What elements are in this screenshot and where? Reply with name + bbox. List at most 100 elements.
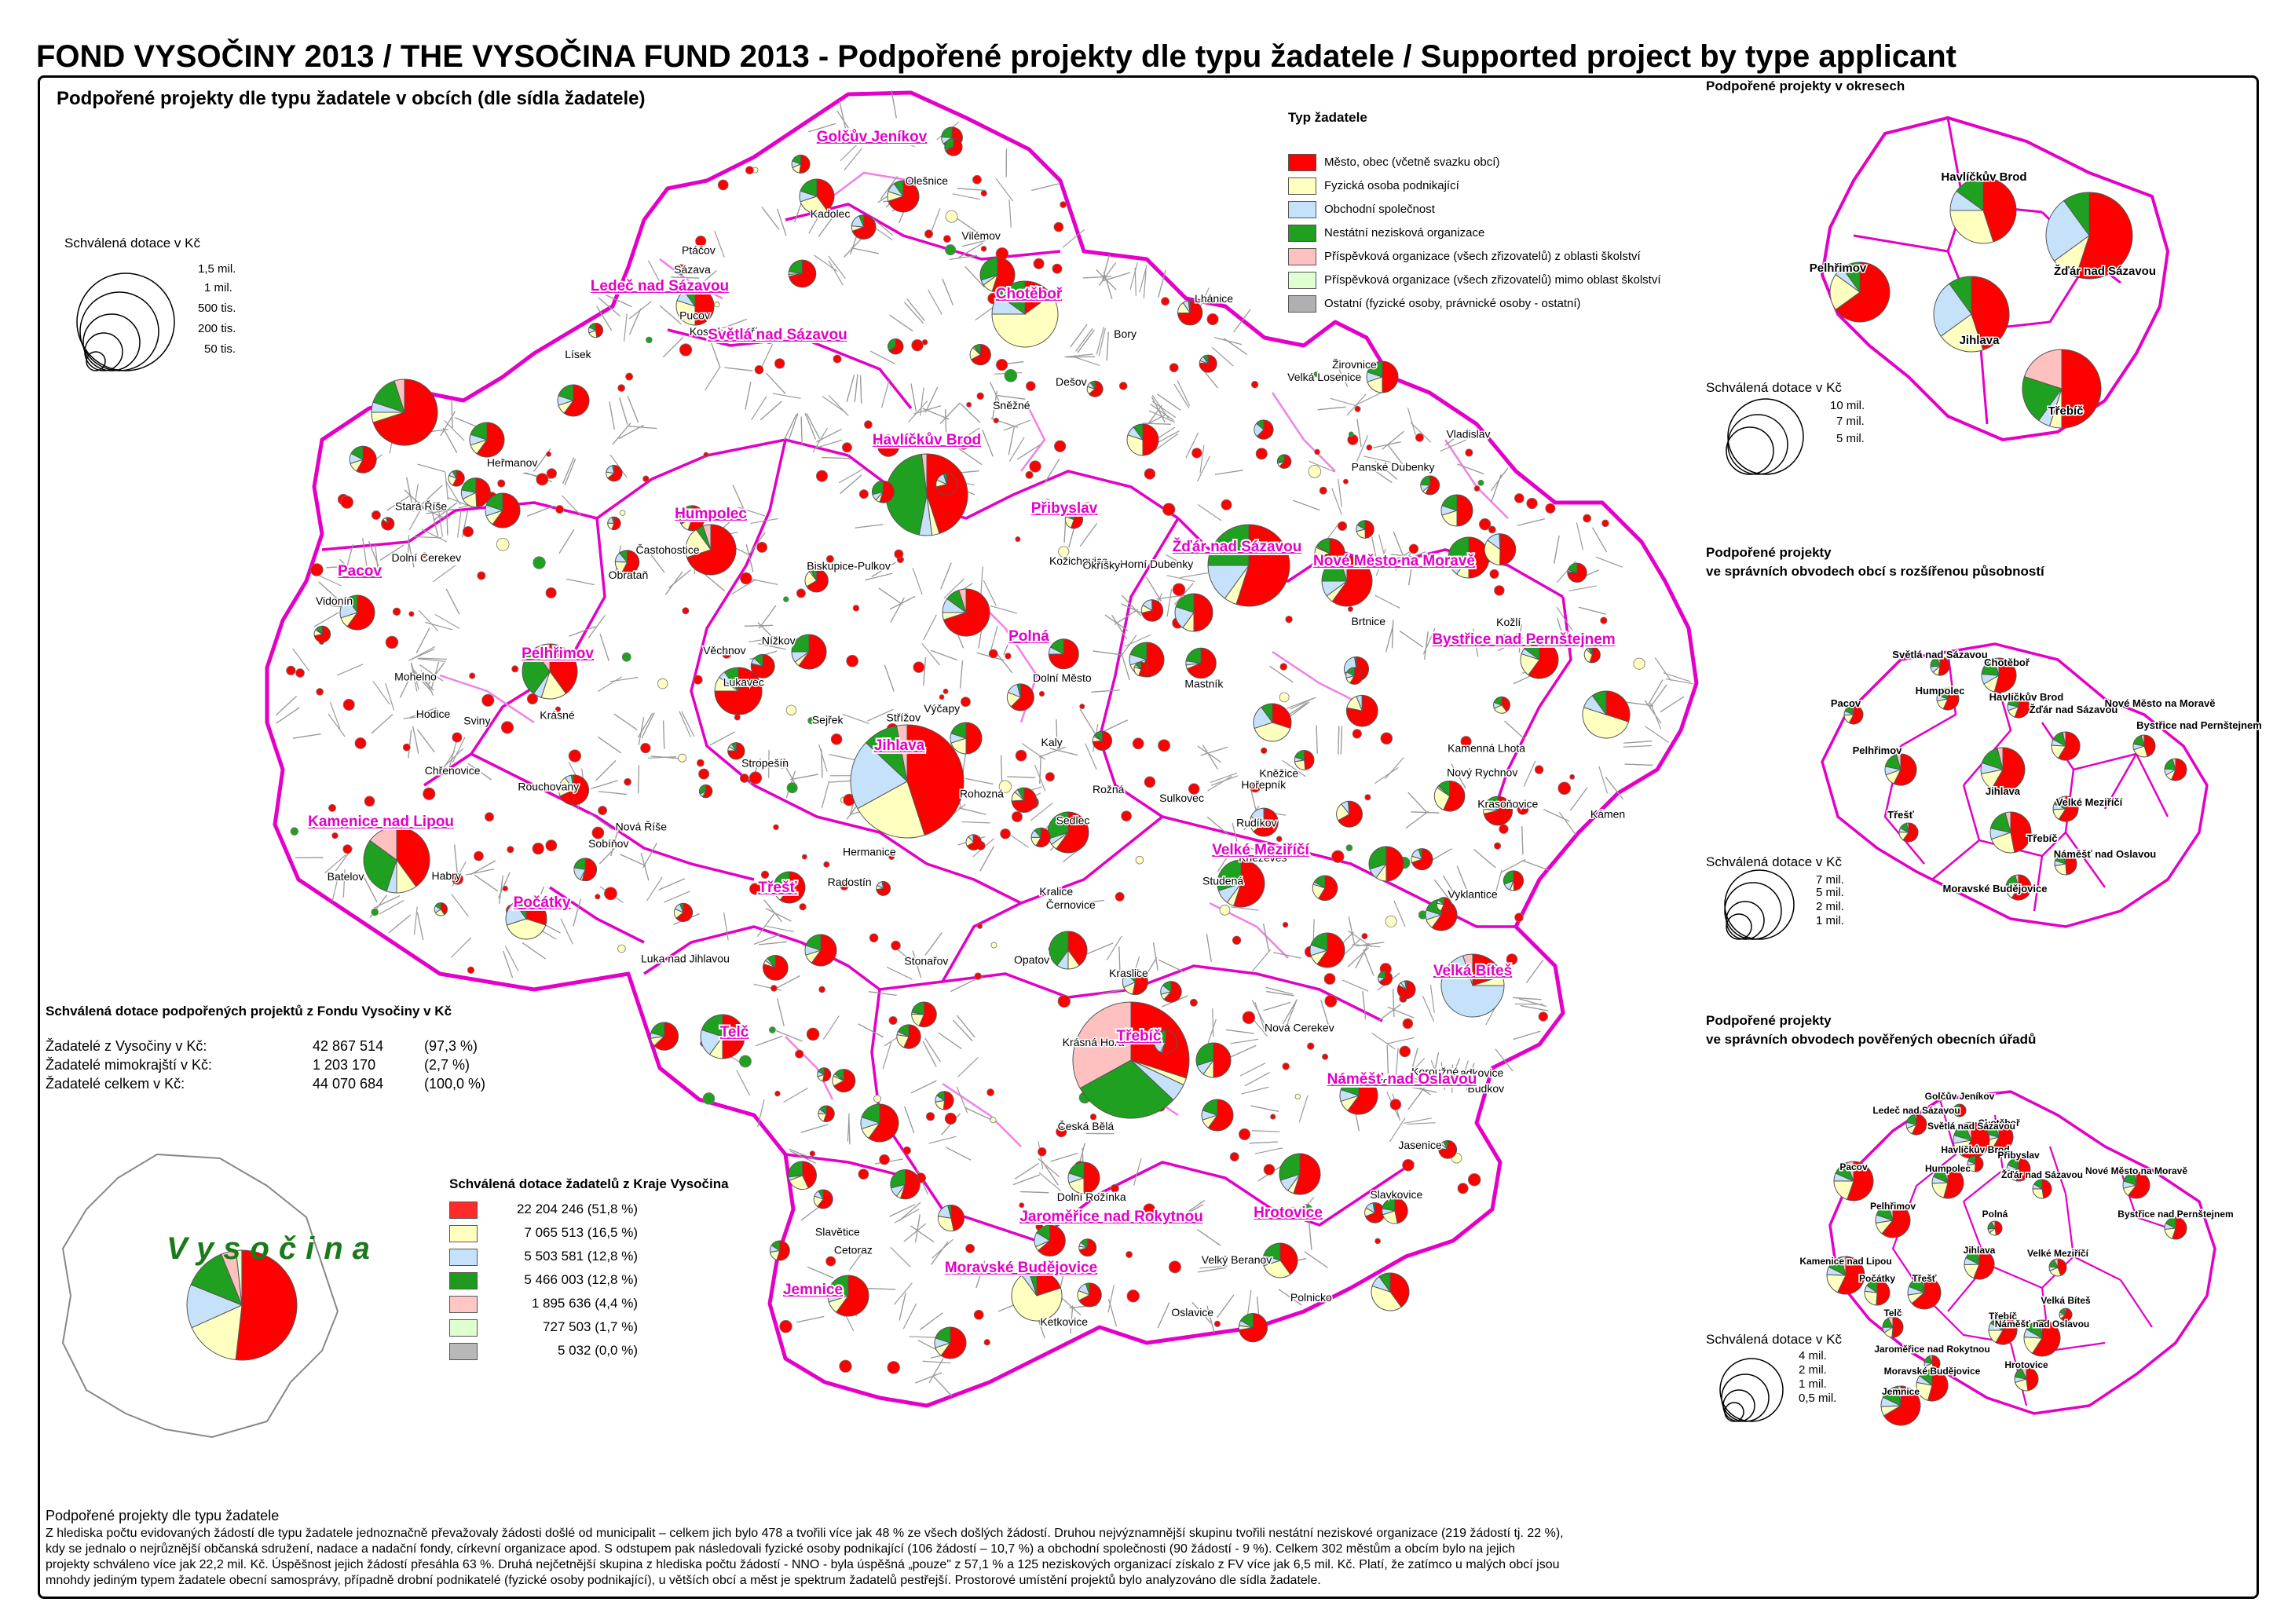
orp-pie [2164, 758, 2187, 781]
kraj-heading: Schválená dotace žadatelů z Kraje Vysoči… [449, 1176, 729, 1191]
municipality-dot [734, 714, 741, 721]
pie-slice [767, 954, 776, 969]
municipality-dot [371, 510, 381, 520]
municipality-dot [714, 302, 720, 308]
pie-slice [1956, 177, 1984, 211]
pie-slice [1349, 667, 1363, 685]
pou-size-2: 2 mil. [1799, 1363, 1827, 1377]
town-pie [1440, 494, 1473, 527]
pie-slice [675, 299, 696, 326]
kraj-legend: Schválená dotace žadatelů z Kraje Vysoči… [449, 1176, 729, 1381]
pie-slice [1433, 787, 1451, 810]
orp-label: Bystřice nad Pernštejnem [2136, 719, 2262, 731]
town-pie [1122, 969, 1148, 996]
orp-pie [1898, 822, 1919, 843]
pou-label: Chotěboř [1978, 1117, 2020, 1128]
town-pie [942, 588, 990, 637]
municipality-dot [998, 780, 1012, 793]
municipality-dot [1004, 369, 1018, 382]
municipality-dot [624, 777, 631, 786]
town-label: Ptáčov [682, 244, 716, 257]
pie-slice [1207, 1099, 1234, 1132]
municipality-dot [385, 635, 399, 649]
pie-slice [818, 1189, 824, 1201]
municipality-dot [1477, 479, 1484, 486]
pou-label: Světlá nad Sázavou [1927, 1121, 2015, 1132]
pie-slice [1088, 380, 1104, 397]
pie-slice [1846, 1161, 1854, 1182]
pie-slice [2133, 1171, 2137, 1186]
municipality-dot [621, 652, 631, 662]
town-pie [813, 1189, 833, 1209]
municipality-dot [1319, 486, 1327, 495]
municipality-dot [993, 417, 999, 424]
pou-label: Ledeč nad Sázavou [1872, 1105, 1960, 1116]
pie-slice [1866, 1279, 1878, 1293]
pie-slice [1836, 1256, 1865, 1295]
municipality-dot [1126, 1251, 1133, 1258]
pie-slice [895, 724, 908, 782]
municipality-dot [841, 442, 852, 453]
municipality-dot [1385, 915, 1397, 927]
town-pie [673, 902, 694, 922]
municipality-dot [1158, 739, 1171, 752]
town-label: Kožlí [1496, 616, 1521, 628]
pou-pie [2023, 1319, 2061, 1357]
kraj-legend-swatch [449, 1249, 478, 1266]
town-pie [460, 477, 491, 508]
pou-pie [1905, 1114, 1927, 1136]
pou-pie [1833, 1161, 1874, 1202]
town-pie [1262, 1242, 1298, 1278]
pie-slice [886, 434, 889, 446]
pie-slice [903, 1024, 921, 1049]
pie-slice [1905, 822, 1909, 833]
pie-slice [1829, 273, 1861, 311]
municipality-dot [617, 944, 626, 953]
municipality-dot [980, 246, 987, 252]
pie-slice [653, 1022, 679, 1051]
town-label: Vilémov [961, 229, 1001, 242]
description-line: mnohdy jediným typem žadatele obecní sam… [46, 1574, 1321, 1587]
town-label: Krásná Hora [1063, 1036, 1125, 1048]
town-labels: Polnicko Hermanice Krasoňovice Chřenovice Ko… [314, 174, 1626, 1330]
okresy-size-1: 10 mil. [1830, 399, 1865, 412]
municipality-dot [695, 235, 707, 247]
municipality-dot [887, 1361, 900, 1374]
municipality-dot [976, 923, 983, 929]
pie-slice [1126, 434, 1144, 456]
town-pie [1049, 931, 1088, 970]
municipality-dot [1402, 1018, 1414, 1030]
pie-slice [1056, 811, 1089, 854]
pie-slice [1368, 846, 1387, 870]
town-pie [313, 625, 331, 643]
town-label: Pucov [679, 309, 710, 322]
municipality-dot [986, 1088, 994, 1096]
municipality-dot [717, 179, 729, 191]
pie-slice [1034, 827, 1041, 839]
town-pie [558, 774, 589, 806]
size-label-3: 500 tis. [198, 302, 236, 315]
pie-slice [1911, 1275, 1942, 1310]
pie-slice [770, 1240, 781, 1252]
municipality-dot [1583, 514, 1591, 523]
municipality-dot [1545, 503, 1556, 514]
pie-slice [1207, 524, 1250, 566]
pie-slice [1261, 703, 1273, 724]
municipality-dot [1060, 201, 1067, 208]
pou-label: Jihlava [1964, 1245, 1996, 1256]
town-label: Radostín [828, 876, 872, 888]
municipality-dot [371, 908, 379, 916]
town-pie [1396, 980, 1416, 1000]
pie-slice [1093, 730, 1103, 742]
pie-slice [791, 634, 810, 653]
town-label: Dolní Město [1033, 671, 1092, 684]
okresy-size-2: 7 mil. [1836, 415, 1865, 428]
town-pie [1503, 870, 1525, 891]
pie-slice [369, 826, 397, 861]
pou-label: Humpolec [1925, 1163, 1971, 1174]
pie-slice [1202, 1099, 1218, 1116]
municipality-dot [451, 872, 463, 885]
municipality-dot [1250, 380, 1259, 389]
orp-label: Pacov [1831, 697, 1861, 709]
municipality-dot [873, 1095, 881, 1103]
